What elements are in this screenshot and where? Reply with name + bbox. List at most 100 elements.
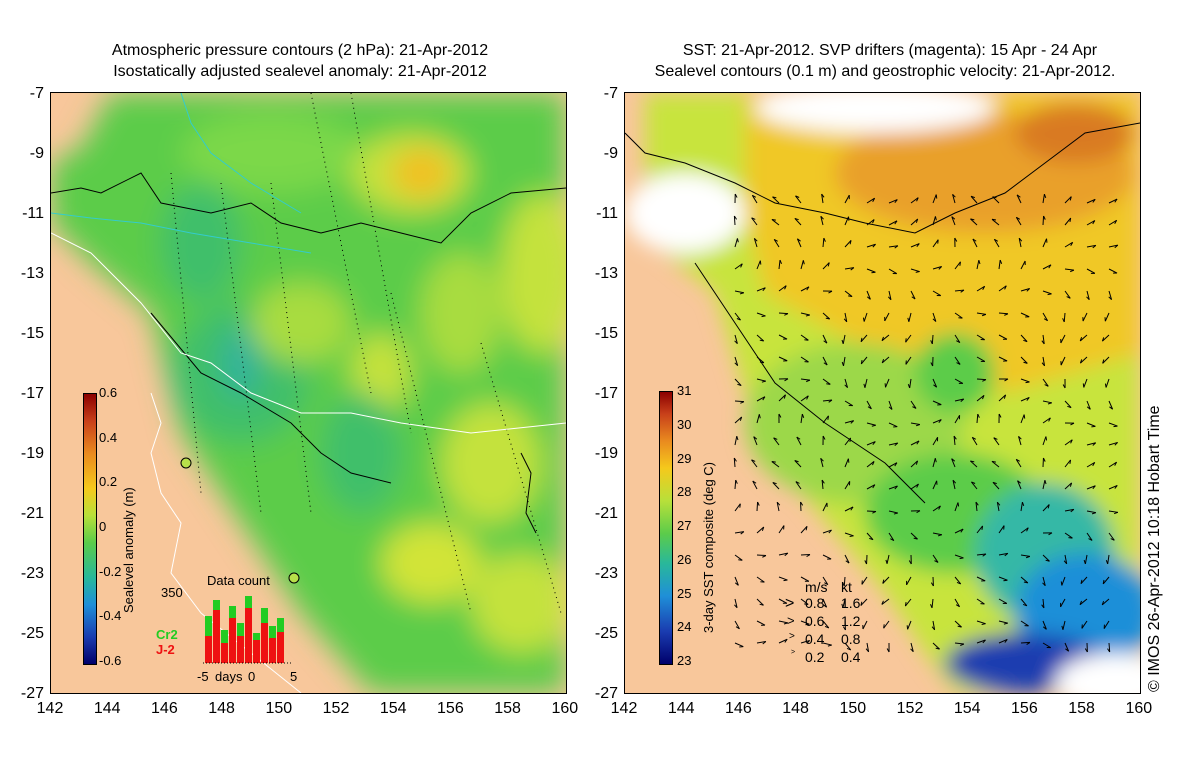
velocity-legend-header-kt: kt	[841, 579, 852, 595]
velocity-arrow-head	[762, 287, 766, 292]
island-marker	[288, 572, 300, 584]
velocity-arrow	[844, 532, 854, 537]
velocity-arrow-head	[805, 623, 810, 626]
velocity-arrow	[822, 642, 832, 646]
velocity-arrow	[996, 502, 1000, 512]
velocity-arrow-head	[779, 259, 782, 264]
velocity-arrow	[1042, 480, 1046, 490]
velocity-arrow	[1020, 260, 1026, 270]
velocity-arrow-head	[894, 485, 898, 490]
velocity-arrow	[796, 238, 802, 248]
right-xtick: 144	[667, 700, 695, 717]
velocity-arrow	[976, 576, 986, 582]
velocity-arrow-head	[842, 582, 845, 587]
velocity-arrow	[821, 479, 824, 490]
velocity-arrow	[932, 437, 939, 446]
velocity-arrow-head	[1108, 296, 1112, 300]
velocity-arrow	[1020, 334, 1028, 342]
velocity-arrow-head	[734, 582, 739, 586]
velocity-arrow	[910, 440, 920, 446]
velocity-arrow	[888, 462, 898, 468]
velocity-arrow-head	[1083, 559, 1086, 565]
velocity-arrow	[1042, 620, 1047, 630]
velocity-arrow	[954, 356, 961, 365]
velocity-arrow	[800, 334, 809, 341]
velocity-arrow-head	[1065, 648, 1069, 652]
velocity-arrow-head	[1015, 458, 1020, 462]
velocity-arrow-head	[993, 437, 998, 440]
velocity-arrow	[778, 312, 789, 315]
velocity-arrow-head	[883, 624, 885, 629]
velocity-arrow-head	[915, 271, 920, 273]
velocity-arrow	[734, 531, 744, 534]
velocity-arrow-head	[935, 194, 938, 199]
velocity-arrow-head	[960, 643, 965, 646]
velocity-arrow	[908, 312, 912, 322]
velocity-arrow-head	[1045, 436, 1048, 441]
inset-bar-j2	[205, 636, 212, 663]
velocity-arrow	[1042, 238, 1048, 248]
velocity-arrow-head	[982, 553, 987, 557]
velocity-arrow	[1079, 334, 1088, 342]
sst-colorbar-tick: 29	[677, 450, 692, 466]
velocity-arrow	[778, 576, 788, 581]
velocity-arrow-head	[1069, 196, 1072, 201]
velocity-arrow	[998, 334, 1008, 340]
left-map-sealevel-anomaly[interactable]: Data count 350 Cr2 J-2 -5 days 0 5 0.6 0.…	[50, 92, 567, 694]
velocity-arrow-head	[1016, 216, 1021, 220]
velocity-arrow-head	[1114, 461, 1118, 466]
velocity-arrow	[1042, 576, 1046, 586]
velocity-arrow-head	[1084, 648, 1088, 653]
sealevel-colorbar-tick: 0.6	[99, 385, 118, 400]
right-map-sst[interactable]: m/s kt >0.8 1.6 >0.6 1.2 >0.4 0.8 >0.2 0.4 31 30…	[624, 92, 1141, 694]
inset-bar-j2	[245, 608, 252, 663]
velocity-arrow-head	[1102, 579, 1105, 585]
velocity-arrow-head	[1004, 552, 1009, 557]
velocity-arrow	[998, 356, 1008, 362]
velocity-arrow-head	[776, 501, 781, 506]
velocity-arrow	[756, 620, 766, 626]
velocity-arrow-head	[1109, 406, 1113, 410]
velocity-arrow-head	[762, 641, 767, 645]
velocity-arrow-head	[894, 199, 898, 204]
velocity-arrow	[954, 334, 961, 343]
velocity-arrow-head	[935, 647, 940, 650]
velocity-arrow-head	[998, 413, 1002, 418]
velocity-arrow	[932, 400, 942, 406]
left-xtick: 152	[322, 700, 350, 717]
velocity-arrow	[1061, 576, 1066, 586]
velocity-arrow	[888, 199, 898, 204]
velocity-arrow-head	[1063, 560, 1068, 565]
velocity-arrow	[910, 290, 916, 300]
velocity-arrow	[1042, 264, 1052, 270]
velocity-arrow-head	[960, 528, 964, 533]
velocity-arrow-head	[1066, 296, 1071, 299]
velocity-arrow	[734, 436, 738, 446]
velocity-arrow-head	[825, 317, 830, 320]
velocity-arrow	[884, 312, 890, 322]
velocity-arrow-head	[863, 383, 866, 388]
velocity-arrow	[778, 638, 788, 644]
velocity-arrow-head	[893, 512, 898, 515]
velocity-arrow	[954, 554, 964, 559]
velocity-arrow-head	[1114, 198, 1118, 203]
velocity-arrow	[905, 356, 912, 365]
velocity-arrow-head	[910, 648, 914, 653]
velocity-arrow-head	[771, 461, 776, 463]
velocity-arrow-head	[757, 501, 760, 506]
velocity-arrow	[795, 481, 802, 490]
velocity-arrow	[976, 413, 979, 424]
velocity-arrow	[734, 263, 743, 270]
velocity-arrow	[1042, 378, 1049, 387]
velocity-arrow	[910, 197, 919, 204]
velocity-arrow-head	[801, 413, 805, 419]
velocity-arrow-head	[1062, 318, 1065, 323]
velocity-arrow	[992, 482, 1000, 490]
velocity-arrow	[954, 312, 963, 319]
velocity-arrow-head	[734, 604, 738, 609]
velocity-arrow-head	[951, 458, 956, 462]
velocity-arrow-head	[740, 401, 745, 404]
velocity-arrow	[772, 196, 780, 204]
velocity-arrow	[1086, 510, 1096, 514]
left-ytick: -11	[22, 205, 44, 222]
